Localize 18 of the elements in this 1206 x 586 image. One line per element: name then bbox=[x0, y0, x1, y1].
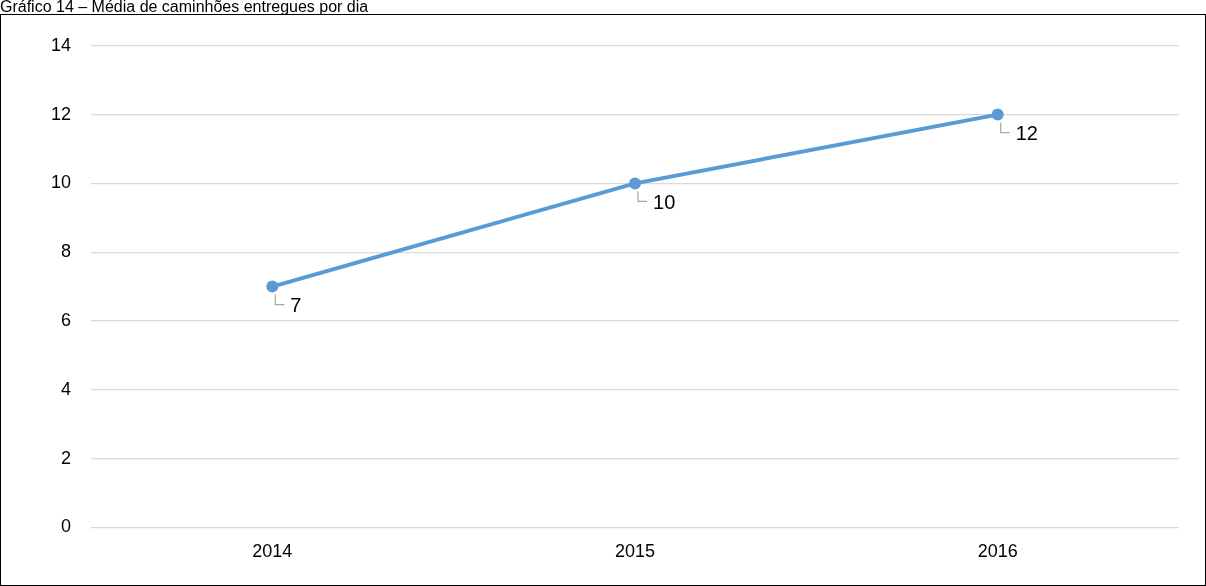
y-tick-label: 2 bbox=[61, 447, 72, 468]
y-tick-label: 10 bbox=[50, 172, 72, 193]
data-label: 10 bbox=[653, 190, 676, 213]
y-tick-label: 4 bbox=[61, 378, 72, 399]
y-tick-label: 6 bbox=[61, 309, 72, 330]
y-tick-label: 0 bbox=[61, 516, 72, 537]
chart-title: Gráfico 14 – Média de caminhões entregues por dia bbox=[0, 0, 370, 15]
x-tick-label: 2015 bbox=[614, 541, 656, 562]
x-tick-label: 2014 bbox=[252, 541, 293, 562]
y-tick-label: 8 bbox=[61, 241, 72, 262]
data-label: 7 bbox=[290, 294, 302, 317]
point bbox=[629, 177, 642, 190]
y-tick-label: 12 bbox=[50, 103, 72, 124]
y-tick-label: 14 bbox=[50, 34, 72, 55]
point bbox=[266, 280, 279, 293]
point bbox=[991, 108, 1004, 121]
x-tick-label: 2016 bbox=[977, 541, 1018, 562]
data-label: 12 bbox=[1015, 122, 1038, 145]
